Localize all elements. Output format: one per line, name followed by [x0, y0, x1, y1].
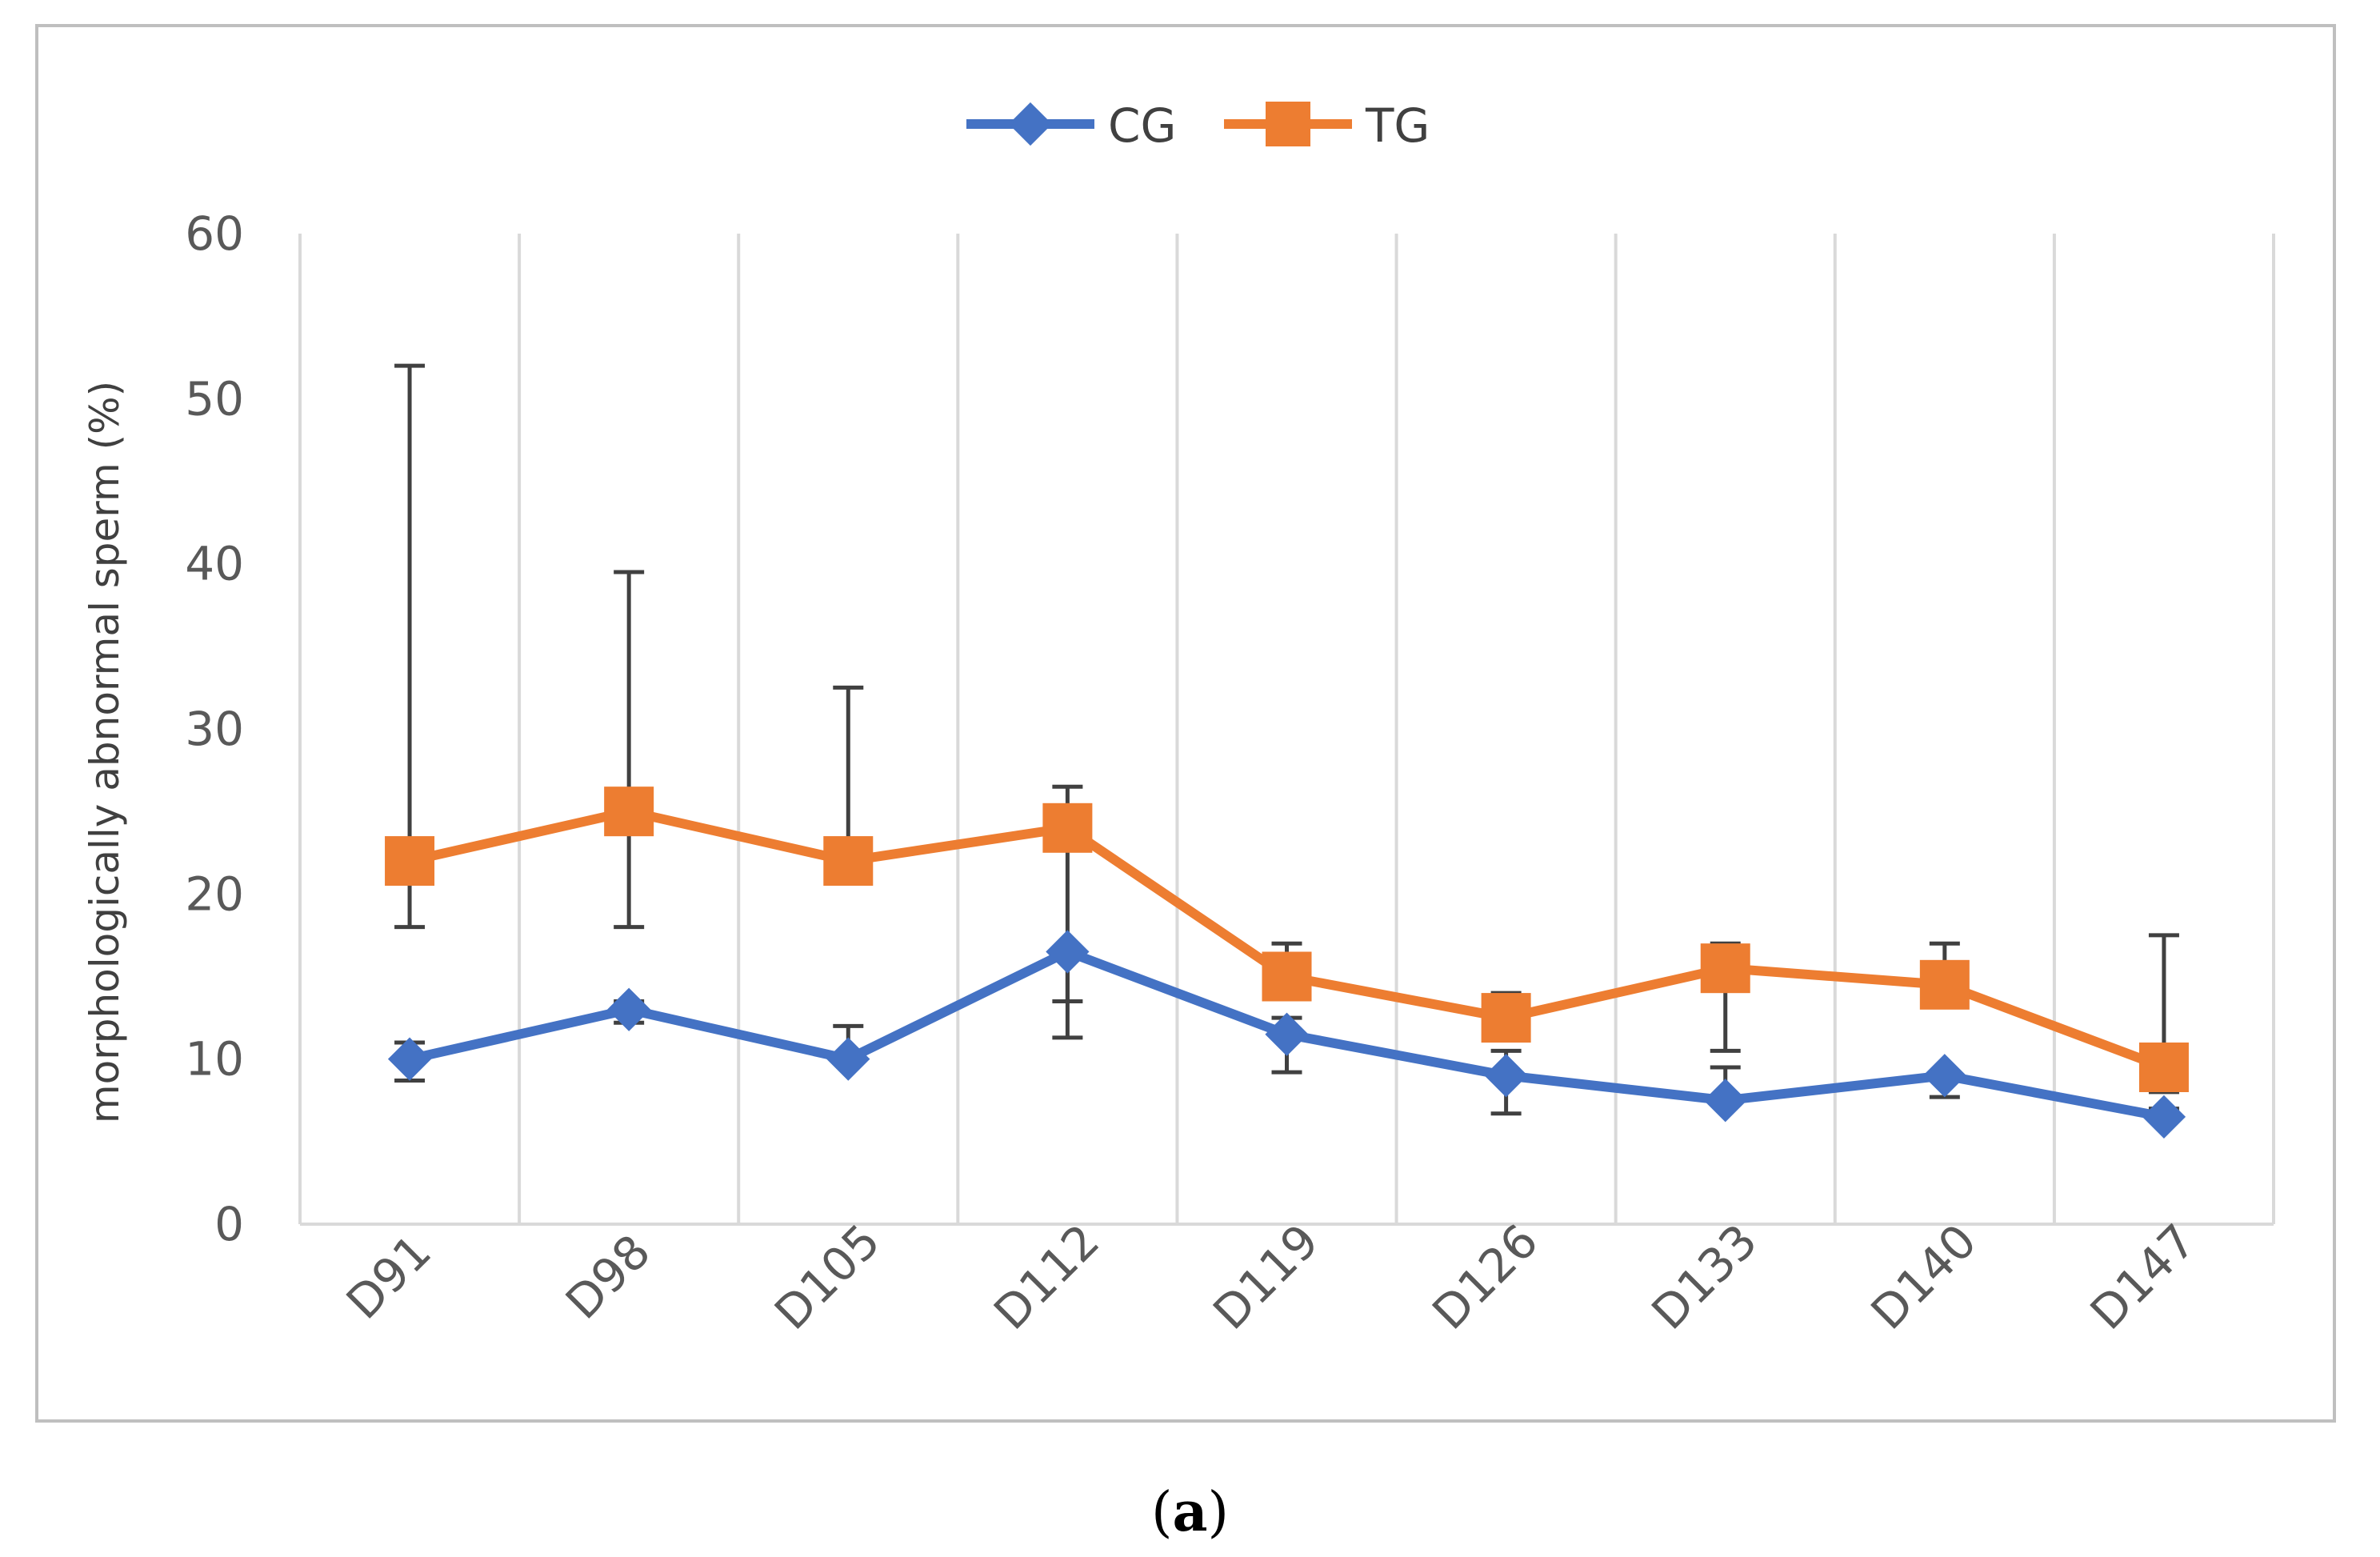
- data-point-CG: [1484, 1054, 1528, 1098]
- x-tick-label: D112: [983, 1214, 1110, 1340]
- data-point-CG: [1922, 1054, 1966, 1098]
- y-tick-labels: 0 10 20 30 40 50 60: [185, 206, 244, 1251]
- legend-label: CG: [1108, 98, 1176, 153]
- y-axis-title: morphologically abnormal sperm (%): [82, 381, 128, 1123]
- legend-label: TG: [1365, 98, 1430, 153]
- legend-marker: [1266, 102, 1310, 146]
- y-tick-label: 40: [185, 537, 244, 591]
- data-point-TG: [2138, 1042, 2189, 1092]
- data-point-TG: [385, 836, 435, 887]
- y-tick-label: 30: [185, 702, 244, 756]
- x-tick-label: D133: [1642, 1214, 1768, 1340]
- data-point-TG: [604, 787, 654, 837]
- y-tick-label: 10: [185, 1032, 244, 1087]
- data-point-TG: [1481, 993, 1531, 1043]
- x-tick-label: D147: [2080, 1214, 2206, 1340]
- y-tick-label: 50: [185, 371, 244, 426]
- chart-frame: [35, 24, 2336, 1423]
- data-point-TG: [1919, 959, 1970, 1010]
- series-TG: [385, 787, 2189, 1092]
- data-point-CG: [1265, 1012, 1309, 1056]
- x-tick-label: D126: [1422, 1214, 1548, 1340]
- error-bars: [394, 363, 2179, 1117]
- x-tick-label: D91: [336, 1224, 442, 1330]
- legend: CG TG: [966, 98, 1430, 153]
- data-point-CG: [1046, 930, 1090, 974]
- series: [385, 787, 2189, 1139]
- grid-lines: [298, 234, 2275, 1224]
- y-tick-label: 60: [185, 206, 244, 261]
- figure-caption: (a): [0, 1480, 2380, 1544]
- x-tick-labels: D91 D98 D105 D112 D119 D126 D133 D140 D147: [336, 1214, 2206, 1340]
- caption-close: ): [1207, 1481, 1230, 1544]
- series-CG: [387, 930, 2186, 1139]
- y-tick-label: 0: [214, 1197, 244, 1251]
- data-point-TG: [1700, 943, 1750, 994]
- data-point-TG: [823, 836, 874, 887]
- legend-item-TG: TG: [1224, 98, 1430, 153]
- legend-item-CG: CG: [966, 98, 1176, 153]
- caption-label: a: [1172, 1480, 1208, 1544]
- data-point-CG: [826, 1037, 870, 1081]
- data-point-TG: [1042, 803, 1093, 853]
- y-tick-label: 20: [185, 867, 244, 921]
- x-tick-label: D119: [1202, 1214, 1329, 1340]
- data-point-CG: [2142, 1095, 2186, 1139]
- x-tick-label: D98: [555, 1224, 661, 1330]
- x-tick-label: D140: [1861, 1214, 1987, 1340]
- data-point-CG: [387, 1037, 432, 1081]
- x-tick-label: D105: [764, 1214, 890, 1340]
- data-point-CG: [607, 987, 651, 1031]
- legend-marker: [1008, 102, 1053, 146]
- caption-open: (: [1150, 1481, 1173, 1544]
- data-point-TG: [1262, 951, 1312, 1002]
- data-point-CG: [1703, 1079, 1747, 1123]
